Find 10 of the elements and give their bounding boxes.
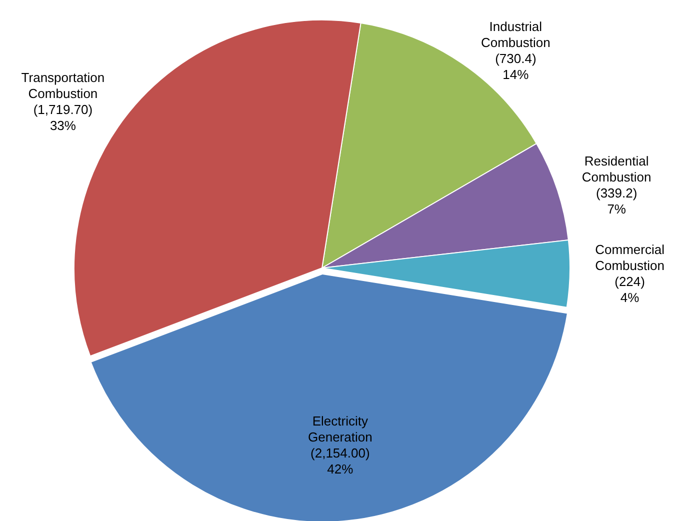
data-label: (224) 4% (614, 274, 645, 306)
data-label: (1,719.70) 33% (33, 102, 93, 134)
slice-label: Electricity Generation (308, 414, 372, 445)
slice-label: Industrial Combustion (480, 19, 550, 50)
slice-label: Commercial Combustion (595, 242, 665, 274)
slice-label: Transportation Combustion (21, 70, 105, 102)
data-label: (730.4) 14% (495, 51, 536, 82)
data-label: (2,154.00) 42% (310, 446, 370, 477)
data-label: (339.2) 7% (596, 185, 638, 216)
slice-label: Residential Combustion (582, 153, 652, 184)
